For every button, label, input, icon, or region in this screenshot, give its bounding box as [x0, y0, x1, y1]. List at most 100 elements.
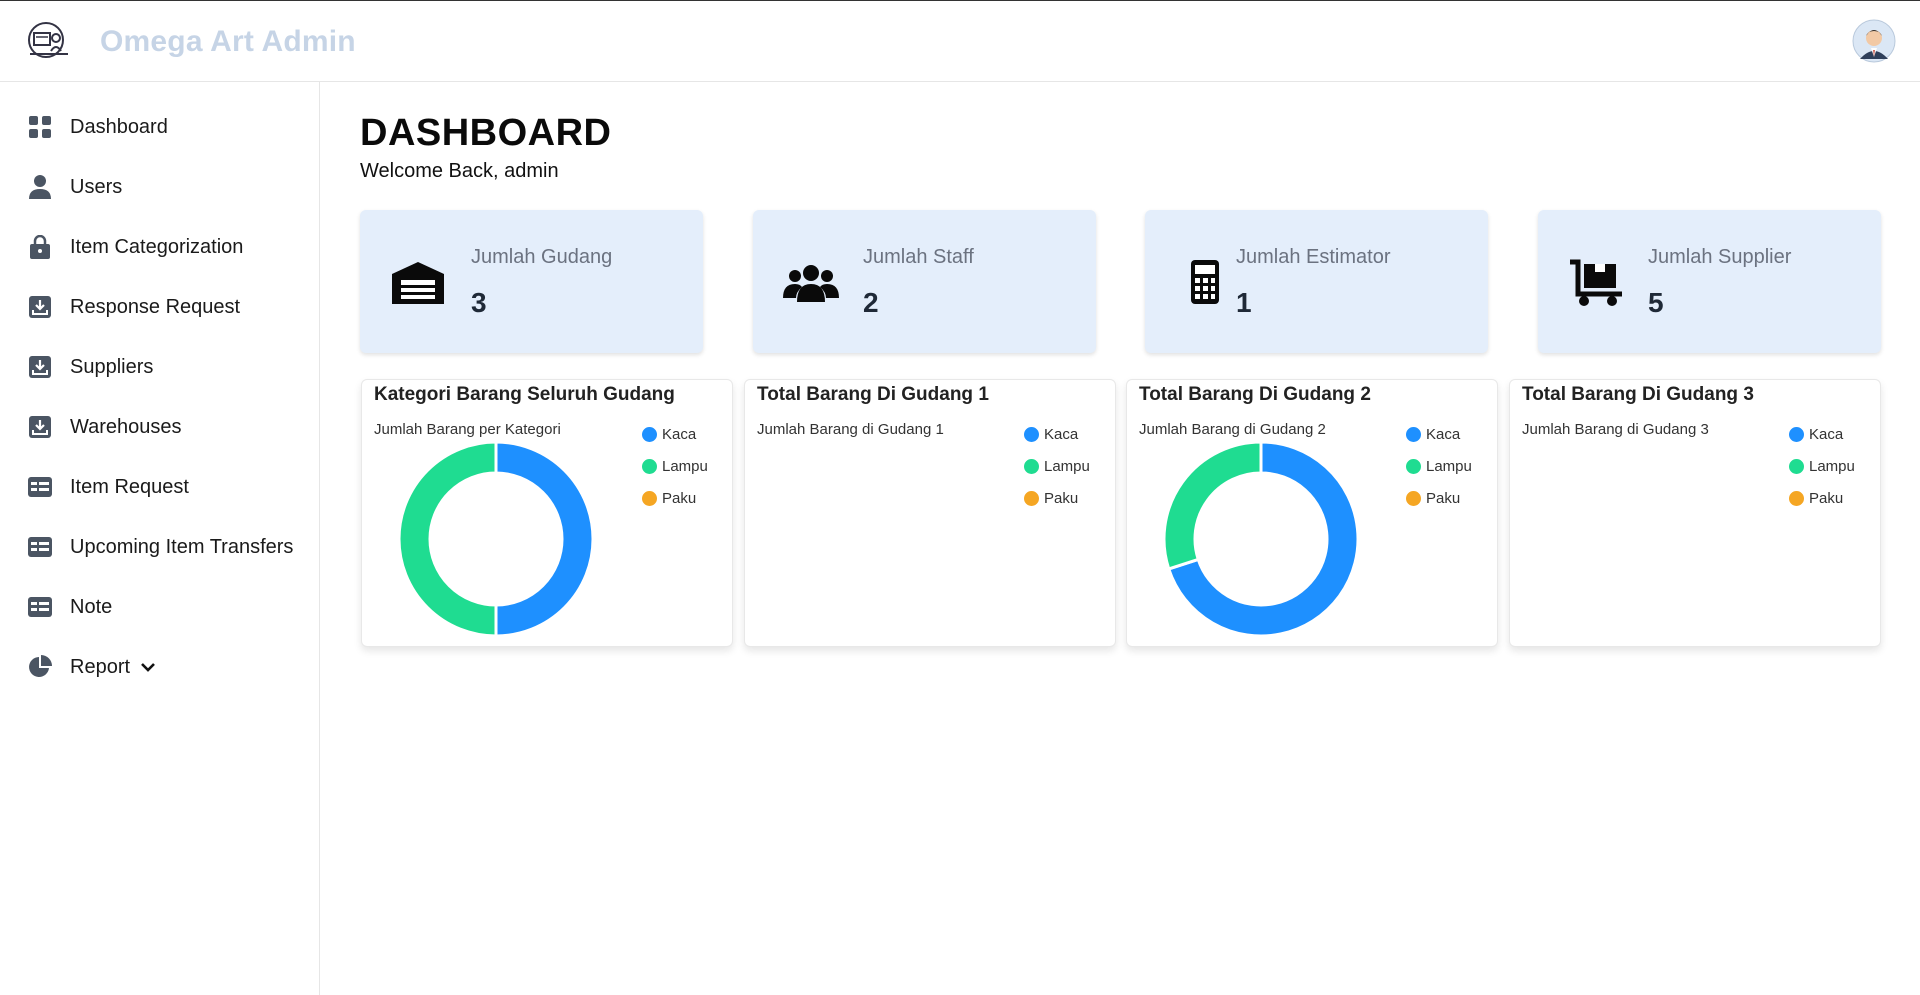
stat-label: Jumlah Gudang	[471, 246, 613, 268]
sidebar-item-dashboard[interactable]: Dashboard	[26, 105, 316, 149]
stat-value: 3	[471, 287, 487, 318]
sidebar-item-label: Warehouses	[70, 415, 182, 438]
stat-card-gudang: Jumlah Gudang 3	[360, 210, 703, 353]
legend-item-kaca[interactable]: Kaca	[642, 418, 708, 450]
chart-title: Total Barang Di Gudang 1	[757, 384, 989, 405]
chart-subtitle: Jumlah Barang per Kategori	[374, 421, 561, 438]
chart-legend: Kaca Lampu Paku	[1406, 418, 1472, 514]
welcome-text: Welcome Back, admin	[360, 160, 559, 182]
sidebar-item-upcoming-item-transfers[interactable]: Upcoming Item Transfers	[26, 525, 316, 569]
user-avatar[interactable]	[1852, 19, 1896, 63]
sidebar-item-label: Note	[70, 595, 113, 618]
legend-swatch	[642, 490, 657, 506]
sidebar: Dashboard Users Item Categorization Resp…	[0, 82, 320, 995]
slice-kaca[interactable]	[494, 441, 594, 637]
donut-chart[interactable]	[1546, 441, 1742, 637]
legend-item-lampu[interactable]: Lampu	[1406, 450, 1472, 482]
legend-swatch	[1789, 490, 1804, 506]
sidebar-item-label: Upcoming Item Transfers	[70, 535, 294, 558]
chevron-down-icon[interactable]	[140, 659, 156, 675]
legend-item-kaca[interactable]: Kaca	[1789, 418, 1855, 450]
chart-title: Total Barang Di Gudang 3	[1522, 384, 1754, 405]
brand-title[interactable]: Omega Art Admin	[100, 25, 356, 58]
legend-item-lampu[interactable]: Lampu	[642, 450, 708, 482]
user-icon	[26, 173, 54, 201]
legend-label: Lampu	[1426, 457, 1472, 475]
brand-logo-icon[interactable]	[26, 21, 72, 59]
legend-label: Kaca	[1044, 425, 1079, 443]
donut-chart[interactable]	[1163, 441, 1359, 637]
chart-title: Kategori Barang Seluruh Gudang	[374, 384, 675, 405]
sidebar-item-item-request[interactable]: Item Request	[26, 465, 316, 509]
top-header: Omega Art Admin	[0, 1, 1920, 82]
sidebar-item-users[interactable]: Users	[26, 165, 316, 209]
legend-swatch	[1406, 426, 1421, 442]
stat-label: Jumlah Staff	[863, 246, 974, 268]
sidebar-item-item-categorization[interactable]: Item Categorization	[26, 225, 316, 269]
chart-card-kategori: Kategori Barang Seluruh Gudang Jumlah Ba…	[361, 379, 733, 647]
legend-swatch	[1024, 490, 1039, 506]
legend-label: Kaca	[1426, 425, 1461, 443]
legend-item-paku[interactable]: Paku	[1789, 482, 1855, 514]
legend-label: Lampu	[662, 457, 708, 475]
chart-legend: Kaca Lampu Paku	[1789, 418, 1855, 514]
chart-title: Total Barang Di Gudang 2	[1139, 384, 1371, 405]
chart-subtitle: Jumlah Barang di Gudang 1	[757, 421, 944, 438]
dashboard-grid-icon	[26, 113, 54, 141]
legend-swatch	[1406, 458, 1421, 474]
sidebar-item-label: Item Categorization	[70, 235, 244, 258]
dolly-cart-icon	[1570, 259, 1622, 306]
card-list-icon	[26, 593, 54, 621]
calculator-icon	[1191, 260, 1219, 304]
legend-swatch	[1024, 458, 1039, 474]
stat-value: 5	[1648, 287, 1664, 318]
sidebar-item-label: Suppliers	[70, 355, 154, 378]
legend-label: Kaca	[662, 425, 697, 443]
legend-item-kaca[interactable]: Kaca	[1024, 418, 1090, 450]
sidebar-item-suppliers[interactable]: Suppliers	[26, 345, 316, 389]
stat-card-supplier: Jumlah Supplier 5	[1538, 210, 1881, 353]
donut-chart[interactable]	[781, 441, 977, 637]
legend-item-paku[interactable]: Paku	[1024, 482, 1090, 514]
stat-label: Jumlah Supplier	[1648, 246, 1792, 268]
stat-label: Jumlah Estimator	[1236, 246, 1391, 268]
stat-card-estimator: Jumlah Estimator 1	[1145, 210, 1488, 353]
chart-subtitle: Jumlah Barang di Gudang 3	[1522, 421, 1709, 438]
legend-label: Kaca	[1809, 425, 1844, 443]
legend-label: Lampu	[1044, 457, 1090, 475]
slice-kaca[interactable]	[1166, 441, 1359, 637]
stat-value: 1	[1236, 287, 1252, 318]
download-box-icon	[26, 413, 54, 441]
sidebar-item-note[interactable]: Note	[26, 585, 316, 629]
legend-item-lampu[interactable]: Lampu	[1024, 450, 1090, 482]
users-group-icon	[783, 265, 839, 302]
legend-label: Paku	[1426, 489, 1461, 507]
legend-label: Paku	[662, 489, 697, 507]
sidebar-item-label: Users	[70, 175, 123, 198]
sidebar-item-label: Response Request	[70, 295, 241, 318]
stat-value: 2	[863, 287, 879, 318]
sidebar-item-response-request[interactable]: Response Request	[26, 285, 316, 329]
slice-lampu[interactable]	[398, 441, 498, 637]
slice-lampu[interactable]	[1163, 441, 1263, 571]
download-box-icon	[26, 293, 54, 321]
stat-card-staff: Jumlah Staff 2	[753, 210, 1096, 353]
sidebar-item-report[interactable]: Report	[26, 645, 316, 689]
warehouse-icon	[392, 262, 444, 304]
legend-swatch	[1789, 458, 1804, 474]
legend-label: Paku	[1809, 489, 1844, 507]
legend-swatch	[1024, 426, 1039, 442]
legend-item-paku[interactable]: Paku	[1406, 482, 1472, 514]
chart-card-gudang-1: Total Barang Di Gudang 1 Jumlah Barang d…	[744, 379, 1116, 647]
sidebar-item-label: Report	[70, 655, 131, 678]
legend-item-kaca[interactable]: Kaca	[1406, 418, 1472, 450]
sidebar-item-warehouses[interactable]: Warehouses	[26, 405, 316, 449]
legend-item-paku[interactable]: Paku	[642, 482, 708, 514]
donut-chart[interactable]	[398, 441, 594, 637]
legend-item-lampu[interactable]: Lampu	[1789, 450, 1855, 482]
sidebar-item-label: Item Request	[70, 475, 189, 498]
chart-legend: Kaca Lampu Paku	[642, 418, 708, 514]
page-title: DASHBOARD	[360, 112, 612, 154]
sidebar-item-label: Dashboard	[70, 115, 168, 138]
lock-bag-icon	[26, 233, 54, 261]
